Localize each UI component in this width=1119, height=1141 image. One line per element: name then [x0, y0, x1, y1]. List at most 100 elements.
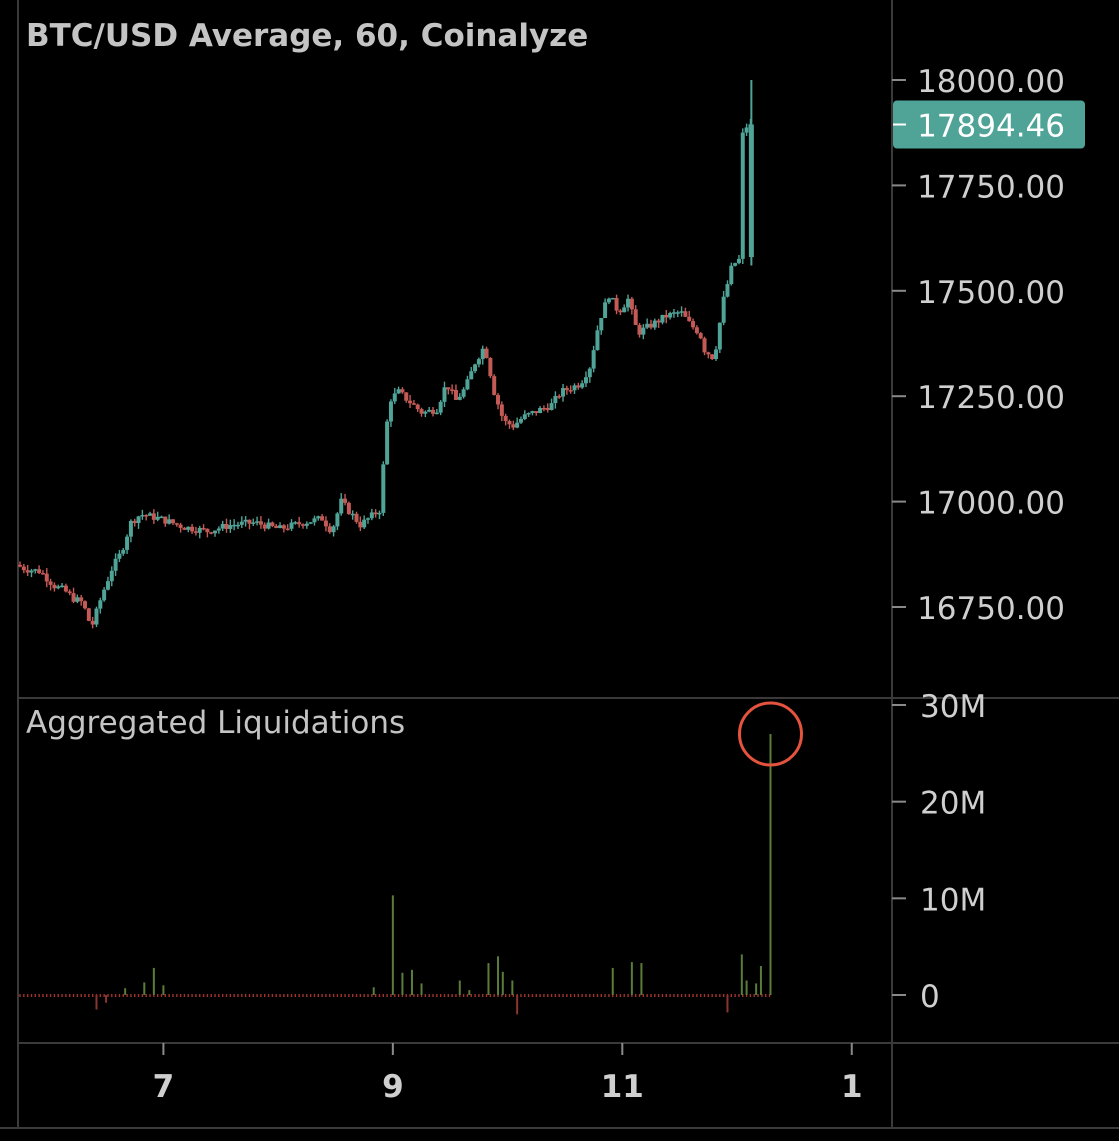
candle-body	[664, 314, 669, 318]
candle-body	[21, 566, 26, 571]
candle-body	[484, 348, 489, 358]
candle-body	[79, 597, 84, 602]
candle-body	[243, 519, 248, 522]
candle-body	[453, 389, 458, 400]
candle-body	[52, 584, 57, 589]
candle-body	[132, 520, 137, 524]
candle-body	[400, 389, 405, 393]
candle-body	[702, 338, 707, 353]
candle-body	[740, 132, 745, 259]
candle-body	[714, 349, 718, 360]
candle-body	[679, 311, 684, 313]
candle-body	[369, 512, 374, 519]
price-axis: 18000.00 17750.00 17500.00 17250.00 17000.00…	[892, 64, 1065, 627]
candle-body	[98, 600, 103, 609]
candle-body	[645, 323, 650, 328]
candle-body	[748, 124, 754, 258]
candle-body	[281, 525, 286, 529]
candle-body	[507, 421, 512, 425]
candle-body	[350, 513, 355, 516]
candle-body	[687, 316, 692, 322]
candle-body	[362, 519, 367, 528]
candle-body	[431, 409, 436, 414]
candle-body	[450, 389, 455, 391]
candle-body	[274, 525, 279, 529]
candle-body	[469, 371, 474, 380]
candle-body	[83, 601, 88, 609]
liquidation-axis: 30M 20M 10M 0	[892, 689, 986, 1015]
candle-body	[438, 401, 443, 413]
candle-body	[67, 591, 72, 594]
candle-body	[346, 502, 351, 515]
candle-body	[255, 521, 260, 523]
candle-body	[297, 522, 302, 525]
candle-body	[209, 532, 214, 534]
candle-body	[105, 581, 110, 590]
candle-body	[434, 412, 439, 415]
candle-body	[75, 597, 80, 602]
candle-body	[86, 608, 91, 621]
candle-body	[656, 320, 661, 323]
candle-body	[228, 525, 233, 529]
candle-body	[553, 396, 558, 404]
candle-body	[668, 312, 673, 318]
candle-body	[408, 400, 413, 404]
candle-body	[415, 404, 420, 410]
candle-body	[385, 421, 390, 465]
candle-body	[648, 323, 653, 328]
candle-body	[736, 258, 741, 264]
candle-body	[270, 522, 275, 526]
candle-body	[595, 330, 600, 351]
candle-body	[373, 512, 378, 515]
candle-body	[534, 411, 539, 414]
candle-body	[339, 498, 344, 514]
candle-body	[117, 553, 122, 559]
time-tick-label: 1	[841, 1069, 863, 1105]
candle-body	[694, 327, 699, 334]
candle-body	[289, 522, 294, 529]
candle-body	[232, 524, 237, 527]
candle-body	[213, 530, 218, 534]
candle-body	[251, 522, 256, 524]
candle-body	[606, 298, 611, 303]
candle-body	[465, 379, 470, 390]
candle-body	[725, 284, 730, 297]
candle-body	[304, 523, 309, 526]
candle-body	[515, 422, 520, 428]
candle-body	[377, 512, 382, 515]
candle-body	[216, 528, 221, 531]
candle-body	[503, 415, 508, 422]
candle-body	[457, 396, 462, 400]
candle-body	[599, 318, 604, 331]
candle-body	[205, 528, 210, 533]
candle-body	[541, 407, 546, 410]
candle-body	[128, 520, 133, 537]
liquidation-tick-label: 10M	[920, 882, 986, 918]
candle-body	[717, 322, 722, 350]
candle-body	[683, 311, 688, 317]
candle-body	[102, 589, 107, 601]
candle-body	[461, 389, 466, 397]
candle-body	[637, 324, 642, 335]
price-tick-label: 17500.00	[917, 275, 1065, 311]
last-price-marker: 17894.46	[893, 100, 1085, 149]
candle-body	[476, 359, 481, 365]
candle-body	[224, 523, 229, 529]
candle-body	[675, 312, 680, 314]
candle-body	[163, 516, 168, 524]
candle-body	[354, 513, 359, 522]
candle-body	[587, 368, 592, 378]
candle-body	[327, 526, 332, 533]
candle-body	[492, 376, 497, 395]
candle-body	[591, 350, 596, 369]
candle-body	[629, 298, 634, 310]
candle-body	[144, 515, 149, 517]
price-chart-title: BTC/USD Average, 60, Coinalyze	[26, 18, 589, 54]
candle-body	[381, 464, 386, 513]
candle-body	[641, 327, 646, 335]
candle-body	[744, 127, 749, 133]
liquidation-bars	[19, 701, 803, 1015]
candle-body	[366, 518, 370, 520]
